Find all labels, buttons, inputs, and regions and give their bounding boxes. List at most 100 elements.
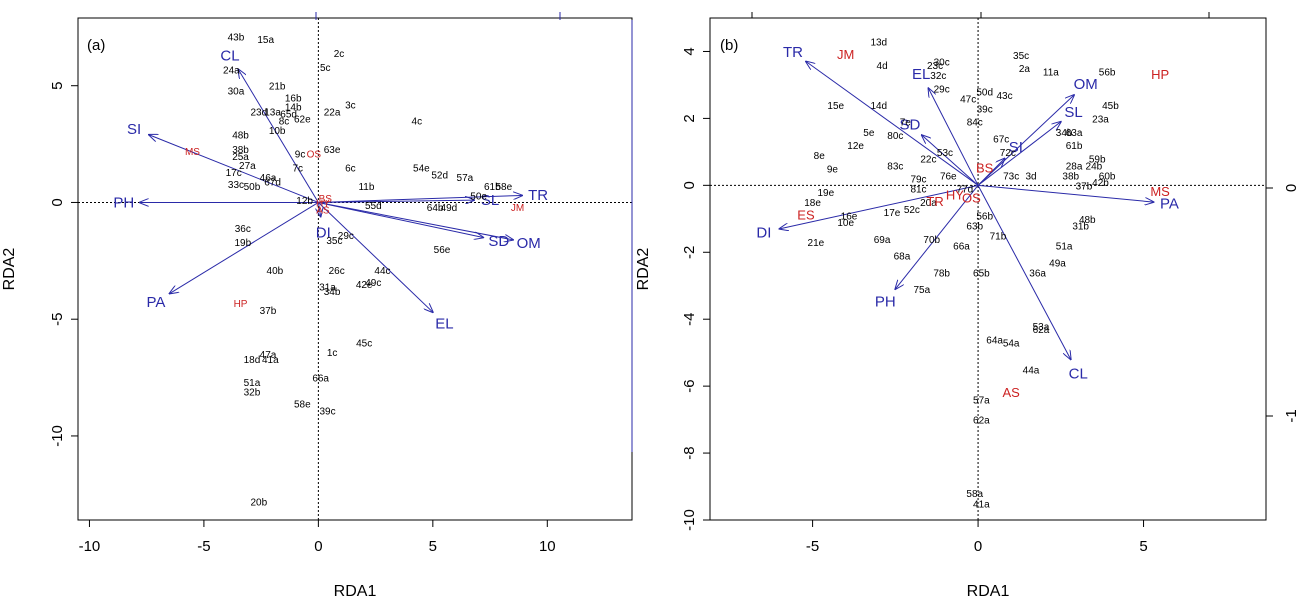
site-label: 30a <box>228 86 245 97</box>
y-tick-label: 4 <box>681 47 698 55</box>
site-label: 44c <box>374 266 390 277</box>
site-label: 63e <box>324 145 341 156</box>
y-tick-label: 0 <box>49 198 66 206</box>
site-label: 70b <box>923 235 940 246</box>
site-label: 43c <box>996 91 1012 102</box>
env-vector-label: CL <box>1069 365 1088 382</box>
species-label: OS <box>962 191 981 206</box>
site-label: 39c <box>319 406 335 417</box>
site-label: 12e <box>847 141 864 152</box>
site-label: 71b <box>990 232 1007 243</box>
site-label: 39c <box>977 104 993 115</box>
site-label: 78b <box>933 268 950 279</box>
site-label: 42b <box>1092 178 1109 189</box>
env-vector-label: TR <box>783 44 803 61</box>
site-label: 41a <box>973 499 990 510</box>
y-tick-label: -8 <box>681 446 698 459</box>
site-label: 21b <box>269 82 286 93</box>
species-label: OS <box>307 149 322 160</box>
x-tick-label: 0 <box>314 538 322 555</box>
site-label: 20b <box>251 497 268 508</box>
plot-frame <box>78 18 632 520</box>
site-label: 51a <box>1056 242 1073 253</box>
env-vector-label: OM <box>517 235 541 252</box>
site-label: 68a <box>894 252 911 263</box>
site-label: 56e <box>434 245 451 256</box>
y-tick-label: -6 <box>681 379 698 392</box>
site-label: 10b <box>269 126 286 137</box>
env-vector-pa <box>978 185 1153 202</box>
x-tick-label: 10 <box>539 538 556 555</box>
site-label: 84c <box>967 118 983 129</box>
chart-panel-b: -5 0 5420-2-4-6-8-100-1RDA1RDA2(b) TRELSDOM… <box>635 12 1300 600</box>
site-label: 5e <box>863 128 875 139</box>
site-label: 5c <box>320 63 331 74</box>
site-label: 3c <box>345 100 356 111</box>
panel-label: (a) <box>87 37 105 54</box>
y-tick-label: -4 <box>681 313 698 326</box>
env-vector-label: SL <box>1064 104 1082 121</box>
site-label: 49a <box>1049 258 1066 269</box>
site-label: 23a <box>1092 114 1109 125</box>
site-label: 73c <box>1003 171 1019 182</box>
site-label: 10e <box>837 218 854 229</box>
species-label: HP <box>1151 67 1169 82</box>
site-label: 15e <box>827 101 844 112</box>
site-label: 9e <box>827 165 839 176</box>
site-label: 34b <box>324 287 341 298</box>
env-vector-label: OM <box>1074 76 1098 93</box>
y-tick-label: 5 <box>49 82 66 90</box>
y-tick-label: 0 <box>681 181 698 189</box>
site-label: 80c <box>887 131 903 142</box>
x-tick-label: 5 <box>429 538 437 555</box>
rda-biplot-figure: -10 -5 0 5 1050-5-10RDA1RDA2(a)CLSIPHPATRSLS… <box>0 0 1306 607</box>
y-tick-label: 2 <box>681 114 698 122</box>
site-label: 45c <box>356 339 372 350</box>
site-label: 67d <box>264 177 281 188</box>
site-label: 19b <box>234 238 251 249</box>
x-axis-title: RDA1 <box>967 583 1010 600</box>
site-label: 35c <box>326 236 342 247</box>
site-label: 2a <box>1019 64 1031 75</box>
site-label: 45b <box>1102 101 1119 112</box>
site-label: 50e <box>470 191 487 202</box>
site-label: 75a <box>913 285 930 296</box>
site-label: 47c <box>960 94 976 105</box>
site-label: 7c <box>292 163 303 174</box>
site-label: 66a <box>953 242 970 253</box>
site-label: 11a <box>1043 68 1059 79</box>
x-tick-label: -5 <box>197 538 210 555</box>
panel-label: (b) <box>720 37 738 54</box>
species-label: ES <box>797 207 815 222</box>
site-label: 35c <box>1013 51 1029 62</box>
right-axis-tick-label: 0 <box>1283 184 1300 192</box>
site-label: 22c <box>920 155 936 166</box>
site-label: 29c <box>934 84 950 95</box>
site-label: 40b <box>267 266 284 277</box>
site-label: 58e <box>294 399 311 410</box>
site-label: 54a <box>1003 339 1020 350</box>
y-tick-label: -2 <box>681 246 698 259</box>
site-label: 7e <box>900 118 912 129</box>
env-vector-label: PA <box>146 294 165 311</box>
site-label: 43b <box>228 33 245 44</box>
site-label: 72c <box>1000 148 1016 159</box>
site-label: 69a <box>874 235 891 246</box>
site-label: 83c <box>887 161 903 172</box>
site-label: 57a <box>973 396 990 407</box>
site-label: 33c <box>228 180 244 191</box>
site-label: 81c <box>910 185 926 196</box>
species-label: JM <box>511 203 524 214</box>
species-label: AS <box>1002 385 1020 400</box>
site-label: 15a <box>257 35 274 46</box>
env-vector-label: TR <box>528 187 548 204</box>
env-vector-label: SI <box>127 121 141 138</box>
y-tick-label: -10 <box>49 425 66 447</box>
right-axis-tick-label: -1 <box>1283 409 1300 422</box>
y-axis-title: RDA2 <box>635 248 652 291</box>
env-vector-label: CL <box>220 48 239 65</box>
site-label: 31b <box>1072 221 1089 232</box>
env-vector-label: PH <box>113 194 134 211</box>
site-label: 4c <box>412 117 423 128</box>
env-vector-label: PH <box>875 294 896 311</box>
